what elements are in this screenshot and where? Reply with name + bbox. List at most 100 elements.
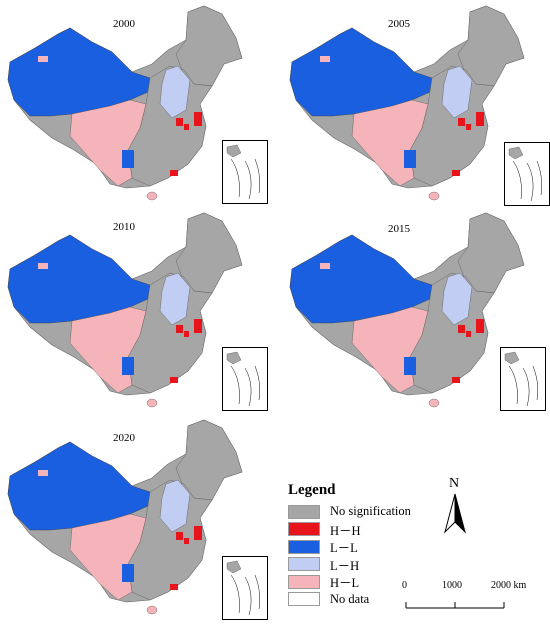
region-hh — [184, 124, 189, 130]
region-no-signification — [175, 212, 243, 294]
panel-year-label: 2005 — [388, 18, 410, 30]
south-china-sea-inset — [222, 140, 268, 204]
legend-label: L－L — [330, 541, 358, 556]
region-hh — [194, 112, 202, 126]
legend-swatch — [288, 574, 320, 589]
inset-boundary — [512, 160, 543, 202]
legend-swatch — [288, 504, 320, 519]
inset-mainland — [226, 144, 242, 158]
region-no-signification — [175, 5, 243, 87]
region-ll — [289, 27, 433, 117]
region-lh — [441, 65, 473, 119]
legend-swatch — [288, 557, 320, 572]
south-china-sea-inset — [504, 142, 550, 206]
legend-label: No signification — [330, 504, 411, 519]
inset-mainland — [504, 351, 520, 365]
region-hh — [194, 319, 202, 333]
legend-item-ll: L－L — [288, 538, 438, 556]
region-hh — [176, 118, 183, 126]
region-no-signification — [457, 5, 525, 87]
legend-label: H－H — [330, 523, 361, 538]
inset-boundary — [230, 365, 261, 407]
inset-boundary — [230, 158, 261, 200]
hainan-island — [146, 605, 158, 615]
panel-year-label: 2020 — [113, 432, 135, 444]
region-ll — [7, 441, 151, 531]
region-hl — [320, 56, 330, 62]
legend-item-no-data: No data — [288, 591, 438, 609]
panel-year-label: 2010 — [113, 221, 135, 233]
map-panel-2015: 2015 — [282, 207, 550, 417]
hainan-island — [146, 191, 158, 201]
region-hl — [320, 263, 330, 269]
north-arrow-label: N — [449, 476, 460, 491]
legend-item-hl: H－L — [288, 573, 438, 591]
map-panel-2010: 2010 — [0, 207, 270, 417]
region-ll — [122, 357, 134, 375]
legend-item-no-signification: No signification — [288, 503, 438, 521]
region-no-signification — [175, 419, 243, 501]
hainan-island — [428, 191, 440, 201]
region-hh — [170, 170, 178, 176]
region-lh — [159, 65, 191, 119]
legend-swatch — [288, 522, 320, 537]
region-hl — [38, 56, 48, 62]
region-hh — [194, 526, 202, 540]
scale-label-0: 0 — [402, 580, 407, 591]
region-ll — [7, 234, 151, 324]
panel-year-label: 2000 — [113, 18, 135, 30]
scale-bar-line — [405, 602, 505, 609]
china-map-2010 — [7, 212, 243, 408]
region-lh — [441, 272, 473, 326]
region-hh — [452, 170, 460, 176]
scale-bar: 0 1000 2000 km — [398, 580, 528, 610]
hainan-island — [146, 398, 158, 408]
region-lh — [159, 272, 191, 326]
panel-year-label: 2015 — [388, 223, 410, 235]
region-ll — [404, 357, 416, 375]
south-china-sea-inset — [222, 347, 268, 411]
inset-mainland — [508, 146, 524, 160]
hainan-island — [428, 398, 440, 408]
region-ll — [289, 234, 433, 324]
south-china-sea-inset — [222, 556, 268, 620]
legend-label: L－H — [330, 558, 360, 573]
china-map-2020 — [7, 419, 243, 615]
china-map-2000 — [7, 5, 243, 201]
legend-swatch — [288, 592, 320, 607]
map-panel-2000: 2000 — [0, 0, 270, 210]
region-hh — [170, 377, 178, 383]
region-hh — [176, 325, 183, 333]
legend-label: H－L — [330, 576, 360, 591]
region-hh — [170, 584, 178, 590]
region-hh — [466, 331, 471, 337]
region-hl — [38, 470, 48, 476]
region-hh — [184, 538, 189, 544]
region-hh — [452, 377, 460, 383]
south-china-sea-inset — [500, 347, 546, 411]
legend-item-hh: H－H — [288, 521, 438, 539]
north-arrow-icon — [444, 493, 466, 534]
region-ll — [404, 150, 416, 168]
region-hh — [176, 532, 183, 540]
region-ll — [122, 150, 134, 168]
inset-boundary — [508, 365, 539, 407]
legend: Legend No signification H－H L－L L－H H－L … — [288, 482, 438, 608]
legend-title: Legend — [288, 482, 336, 498]
region-no-signification — [457, 212, 525, 294]
region-hh — [458, 118, 465, 126]
scale-label-2000: 2000 km — [491, 580, 527, 591]
region-hh — [466, 124, 471, 130]
legend-item-lh: L－H — [288, 556, 438, 574]
region-hh — [458, 325, 465, 333]
region-ll — [7, 27, 151, 117]
region-lh — [159, 479, 191, 533]
region-hh — [184, 331, 189, 337]
region-hl — [38, 263, 48, 269]
china-map-2015 — [289, 212, 525, 408]
inset-boundary — [230, 574, 261, 616]
legend-label: No data — [330, 591, 370, 606]
north-arrow: N — [440, 476, 470, 536]
legend-swatch — [288, 539, 320, 554]
region-hh — [476, 112, 484, 126]
